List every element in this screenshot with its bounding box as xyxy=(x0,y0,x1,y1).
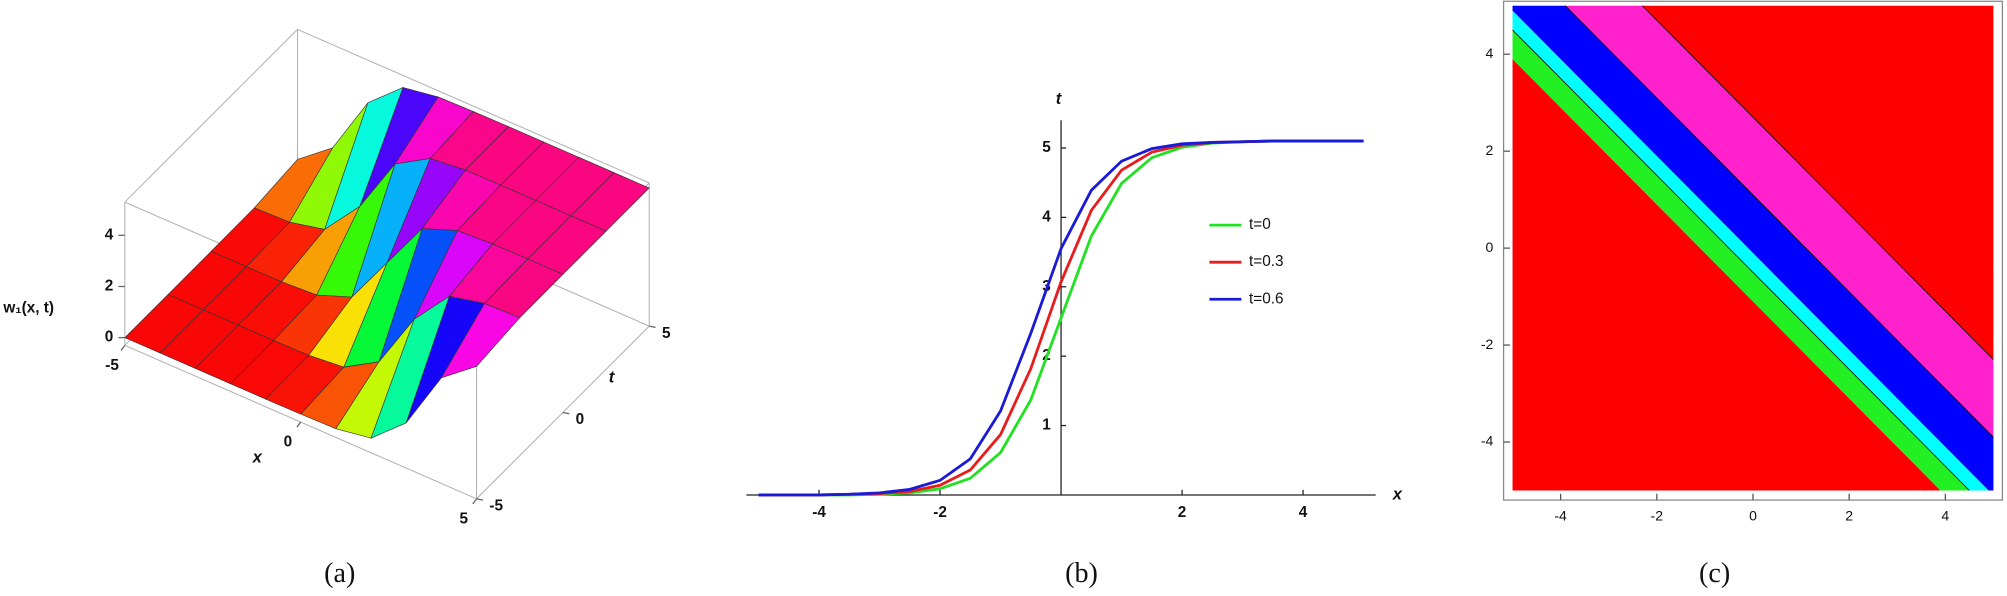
y-tick-label: -4 xyxy=(1481,433,1494,449)
box-edge xyxy=(297,28,650,184)
y-tick-label: 2 xyxy=(1486,142,1494,158)
z-tick-label: 2 xyxy=(105,278,114,295)
x-tick-label: -5 xyxy=(105,357,119,374)
x-tick xyxy=(472,498,478,505)
x-tick-label: 0 xyxy=(284,434,293,451)
y-tick xyxy=(562,411,570,415)
y-tick-label: -2 xyxy=(1481,336,1494,352)
z-tick-label: 4 xyxy=(105,226,114,243)
y-tick xyxy=(476,498,484,501)
x-axis-label: x xyxy=(1392,484,1403,503)
y-axis-label: t xyxy=(609,367,616,386)
contour-band xyxy=(1512,5,1994,491)
contour-line xyxy=(1642,5,1994,360)
y-tick-label: 0 xyxy=(1486,239,1494,255)
panel-a: -5 0 5 -5 0 5 0 2 4 x t w₁(x, t) xyxy=(2,28,671,527)
y-tick-label: 4 xyxy=(1042,208,1051,225)
contour-line xyxy=(1565,5,1994,438)
surface-cell xyxy=(440,303,521,379)
y-tick xyxy=(649,325,656,329)
caption: (b) xyxy=(1065,558,1098,589)
x-axis-label: x xyxy=(252,447,263,466)
panel-c: -4 -2 0 2 4 -4 -2 0 2 4 xyxy=(1481,0,2004,523)
contour-line xyxy=(1512,29,1970,491)
x-tick-label: -2 xyxy=(1651,507,1664,523)
caption: (a) xyxy=(324,558,355,589)
x-tick-label: 5 xyxy=(460,510,469,527)
x-tick-label: -4 xyxy=(812,504,826,521)
y-tick-label: 0 xyxy=(576,411,585,428)
x-tick-label: 4 xyxy=(1941,507,1949,523)
caption: (c) xyxy=(1699,558,1730,589)
legend-label: t=0 xyxy=(1249,216,1271,233)
y-tick-label: 1 xyxy=(1042,417,1051,434)
y-tick-label: 4 xyxy=(1486,45,1494,61)
y-axis-label: t xyxy=(1056,89,1063,108)
y-tick-label: 5 xyxy=(1042,139,1051,156)
x-tick-label: 4 xyxy=(1299,504,1308,521)
x-tick-label: -2 xyxy=(933,504,947,521)
x-tick-label: 2 xyxy=(1845,507,1853,523)
z-axis-label: w₁(x, t) xyxy=(2,299,54,316)
y-tick-label: -5 xyxy=(489,498,503,515)
x-tick xyxy=(296,421,302,428)
x-tick-label: 2 xyxy=(1178,504,1187,521)
legend-label: t=0.6 xyxy=(1249,290,1284,307)
z-tick-label: 0 xyxy=(105,329,114,346)
box-edge xyxy=(124,29,298,203)
x-tick xyxy=(120,344,126,351)
x-tick-label: 0 xyxy=(1749,507,1757,523)
y-tick-label: 5 xyxy=(662,325,671,342)
x-tick-label: -4 xyxy=(1554,507,1567,523)
legend-label: t=0.3 xyxy=(1249,253,1284,270)
line-series xyxy=(758,139,1364,497)
